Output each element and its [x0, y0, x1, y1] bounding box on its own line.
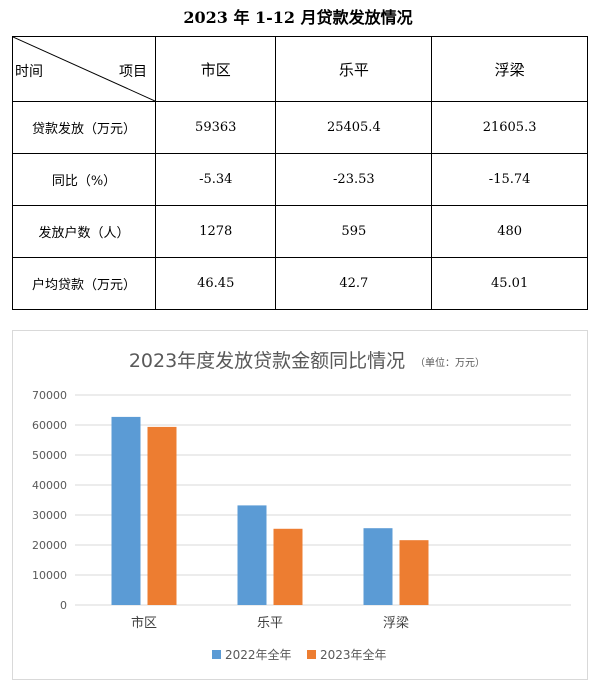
row-label: 同比（%）: [12, 153, 156, 206]
table-cell: -23.53: [275, 153, 433, 206]
x-axis-ticks: 市区 乐平 浮梁: [131, 615, 409, 631]
legend-swatch: [212, 650, 221, 659]
table-row: 贷款发放（万元） 59363 25405.4 21605.3: [12, 101, 588, 154]
corner-cell: 时间 项目: [12, 36, 156, 102]
y-tick-label: 40000: [32, 479, 67, 492]
y-tick-label: 30000: [32, 509, 67, 522]
row-label: 户均贷款（万元）: [12, 257, 156, 310]
table-cell: 45.01: [431, 257, 588, 310]
table-title: 2023 年 1-12 月贷款发放情况: [183, 8, 413, 27]
table-cell: 25405.4: [275, 101, 433, 154]
bar-2022-2: [363, 528, 393, 605]
chart-title: 2023年度发放贷款金额同比情况: [129, 350, 405, 372]
table-cell: -15.74: [431, 153, 588, 206]
legend-label: 2023年全年: [320, 647, 387, 662]
bar-2022-0: [111, 416, 141, 605]
table-row: 同比（%） -5.34 -23.53 -15.74: [12, 153, 588, 206]
x-tick-label: 乐平: [257, 616, 283, 631]
y-tick-label: 10000: [32, 569, 67, 582]
y-axis-ticks: 0 10000 20000 30000 40000 50000 60000 70000: [32, 389, 67, 612]
y-tick-label: 20000: [32, 539, 67, 552]
legend-swatch: [307, 650, 316, 659]
y-tick-label: 50000: [32, 449, 67, 462]
table-header-row: 时间 项目 市区 乐平 浮梁: [12, 36, 588, 102]
column-header-shiqu: 市区: [154, 36, 277, 102]
table-cell: -5.34: [154, 153, 277, 206]
table-cell: 46.45: [154, 257, 277, 310]
table-cell: 59363: [154, 101, 277, 154]
table-cell: 595: [275, 205, 433, 258]
bar-2023-2: [399, 540, 429, 605]
x-tick-label: 浮梁: [383, 616, 409, 631]
loan-table: 时间 项目 市区 乐平 浮梁 贷款发放（万元） 59363 25405.4 21…: [12, 36, 588, 310]
table-cell: 480: [431, 205, 588, 258]
bar-2022-1: [237, 505, 267, 605]
corner-label-time: 时间: [15, 64, 43, 80]
table-row: 户均贷款（万元） 46.45 42.7 45.01: [12, 257, 588, 310]
y-tick-label: 0: [60, 599, 67, 612]
corner-diagonal: [13, 37, 155, 101]
chart-legend: 2022年全年 2023年全年: [212, 647, 387, 662]
bar-2023-0: [147, 426, 177, 605]
row-label: 发放户数（人）: [12, 205, 156, 258]
table-cell: 1278: [154, 205, 277, 258]
table-row: 发放户数（人） 1278 595 480: [12, 205, 588, 258]
table-cell: 21605.3: [431, 101, 588, 154]
legend-label: 2022年全年: [225, 647, 292, 662]
column-header-fuliang: 浮梁: [431, 36, 588, 102]
y-tick-label: 60000: [32, 419, 67, 432]
corner-label-item: 项目: [119, 64, 147, 80]
row-label: 贷款发放（万元）: [12, 101, 156, 154]
chart-bars: [111, 416, 429, 605]
x-tick-label: 市区: [131, 615, 157, 631]
column-header-leping: 乐平: [275, 36, 433, 102]
chart-subtitle: （单位：万元）: [415, 356, 485, 369]
chart-container: 2023年度发放贷款金额同比情况 （单位：万元） 0 10000 20000 3000…: [12, 330, 588, 680]
bar-chart: 2023年度发放贷款金额同比情况 （单位：万元） 0 10000 20000 3000…: [32, 350, 571, 662]
y-tick-label: 70000: [32, 389, 67, 402]
bar-2023-1: [273, 528, 303, 605]
table-cell: 42.7: [275, 257, 433, 310]
